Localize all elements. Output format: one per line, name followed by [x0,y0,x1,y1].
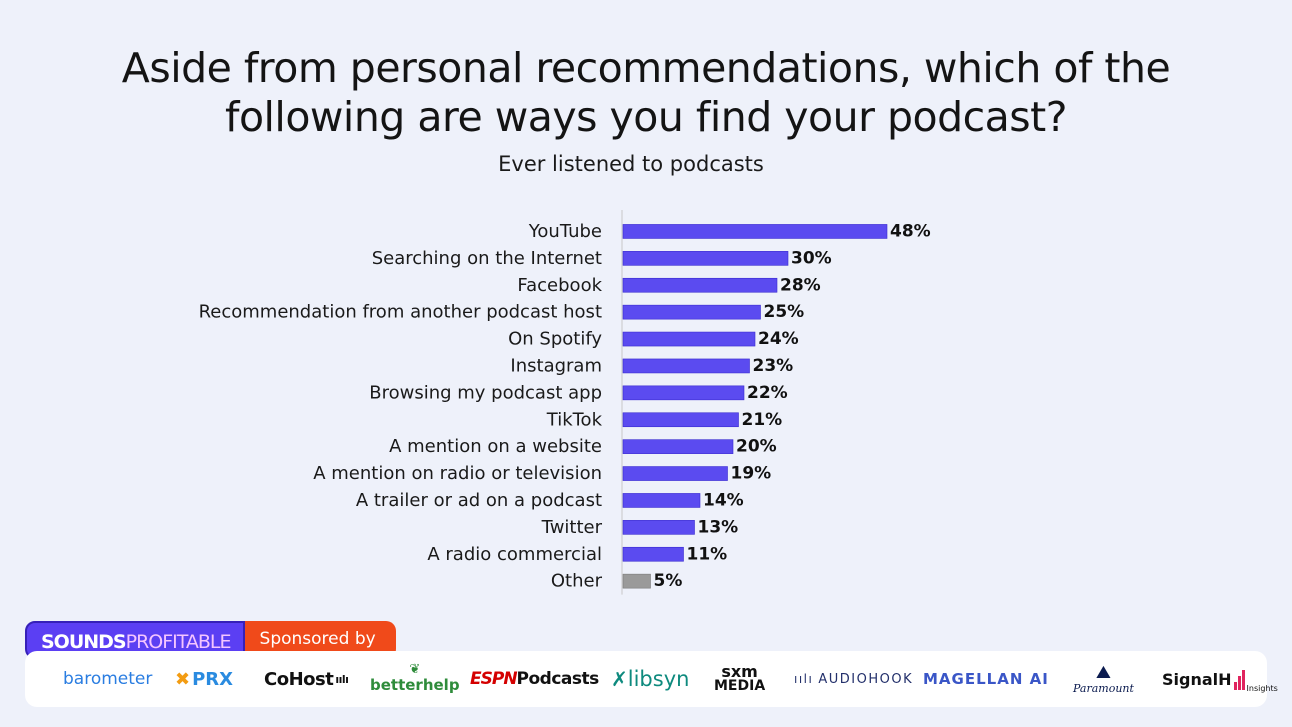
espn-podcasts-text: Podcasts [516,669,600,689]
value-label: 11% [687,544,728,564]
category-label: Other [551,571,603,592]
category-label: Instagram [510,355,602,376]
brand-part-2: PROFITABLE [125,631,232,653]
paramount-text: Paramount [1073,681,1134,695]
signal-text: SignalH [1162,669,1232,689]
bar [622,331,756,347]
signal-insights-text: Insights [1246,684,1278,693]
prx-logo: ✖ PRX [175,651,233,707]
bar [622,277,778,293]
value-label: 20% [736,437,777,457]
category-label: Facebook [517,275,602,296]
bar [622,439,734,454]
category-label: TikTok [546,409,603,430]
category-label: A trailer or ad on a podcast [356,490,602,511]
value-label: 14% [703,490,744,510]
cohost-logo: CoHost ıılı [264,651,349,707]
audiohook-text: AUDIOHOOK [818,671,914,687]
value-label: 21% [742,410,783,430]
value-label: 22% [747,383,788,403]
libsyn-text: libsyn [627,667,690,691]
betterhelp-text: betterhelp [370,676,460,694]
bar [622,573,651,589]
value-label: 23% [753,356,794,376]
value-label: 19% [731,464,772,484]
bar [622,224,888,239]
magellan-ai-logo: MAGELLAN AI [923,670,1049,688]
bar [622,251,789,266]
value-label: 25% [764,302,805,322]
category-label: Searching on the Internet [372,248,602,269]
value-label: 30% [791,248,832,268]
category-label: Twitter [541,517,603,538]
signal-bars-icon [1233,668,1245,690]
audiohook-wave-icon: ıılı [794,672,814,686]
sponsor-logo-bar: barometer ✖ PRX CoHost ıılı ❦ betterhelp ES… [25,651,1278,707]
libsyn-logo: ✗ libsyn [611,651,689,707]
value-label: 28% [780,275,821,295]
prx-x-icon: ✖ [175,668,191,690]
bar [622,466,728,481]
bar [622,412,739,428]
audiohook-logo: ıılı AUDIOHOOK [794,651,913,707]
category-label: On Spotify [508,329,602,350]
value-label: 24% [758,329,799,349]
title-line-2: following are ways you find your podcast… [225,93,1067,141]
betterhelp-logo: ❦ betterhelp [370,651,460,707]
paramount-logo: ⛰ Paramount [1073,651,1134,707]
chart-subtitle: Ever listened to podcasts [498,152,764,176]
value-label: 5% [654,571,683,591]
brand-part-1: SOUNDS [41,631,127,653]
sxm-media-text: MEDIA [714,678,766,694]
chart-title: Aside from personal recommendations, whi… [0,44,1292,142]
sxm-text: sxm [721,662,758,681]
category-label: YouTube [528,221,602,242]
paramount-mountain-icon: ⛰ [1095,661,1112,683]
value-label: 13% [698,517,739,537]
cohost-wave-icon: ıılı [335,672,349,686]
leaf-icon: ❦ [409,662,421,677]
category-label: A mention on a website [389,436,602,457]
cohost-text: CoHost [264,668,334,690]
category-label: Recommendation from another podcast host [199,302,602,323]
signal-hill-logo: SignalH Insights [1162,651,1278,707]
value-label: 48% [890,221,931,241]
category-label: A radio commercial [427,544,602,565]
category-label: Browsing my podcast app [369,382,602,403]
bar-chart: YouTube 48% Searching on the Internet 30% Fa… [199,210,931,595]
sponsor-header: SOUNDSPROFITABLE Sponsored by [25,621,396,659]
bar [622,304,761,320]
bar [622,520,695,535]
title-line-1: Aside from personal recommendations, whi… [121,44,1171,92]
barometer-logo: barometer [63,669,153,689]
bar [622,385,745,401]
sxm-media-logo: sxm MEDIA [714,651,765,707]
libsyn-x-icon: ✗ [611,667,628,691]
prx-text: PRX [192,668,234,690]
bar [622,546,684,562]
bar [622,358,750,374]
espn-text: ESPN [470,669,518,689]
category-label: A mention on radio or television [313,463,602,484]
espn-podcasts-logo: ESPN Podcasts [470,651,599,707]
bar [622,493,701,508]
